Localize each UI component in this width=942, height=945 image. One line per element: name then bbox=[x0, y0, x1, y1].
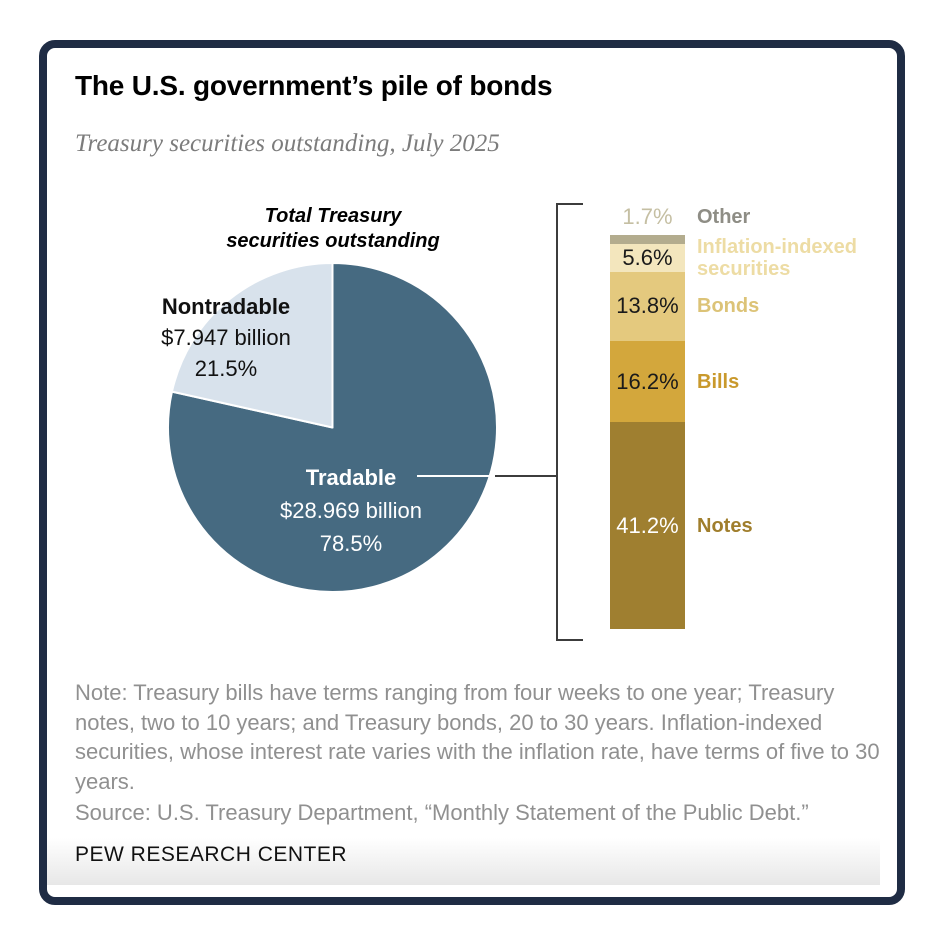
bar-label-other: Other bbox=[697, 205, 751, 228]
bar-segment-inflation-indexed bbox=[610, 243, 685, 272]
pie-heading-line2: securities outstanding bbox=[226, 230, 440, 252]
nontradable-amount: $7.947 billion bbox=[161, 325, 291, 350]
pew-research-center-wordmark: PEW RESEARCH CENTER bbox=[75, 843, 348, 866]
pie-label-tradable: Tradable $28.969 billion 78.5% bbox=[231, 461, 471, 560]
bar-percent-inflation-indexed: 5.6% bbox=[622, 244, 673, 270]
bar-segment-bills bbox=[610, 340, 685, 423]
tradable-amount: $28.969 billion bbox=[280, 498, 422, 523]
bar-bracket-bottom-tick bbox=[556, 639, 583, 641]
bar-label-notes: Notes bbox=[697, 514, 753, 537]
bar-percent-other: 1.7% bbox=[622, 203, 673, 229]
pie-slice-nontradable bbox=[170, 262, 334, 429]
bar-percent-notes: 41.2% bbox=[616, 512, 679, 538]
bar-percent-bills: 16.2% bbox=[616, 368, 679, 394]
pie-heading-line1: Total Treasury bbox=[264, 205, 402, 227]
bar-segment-notes bbox=[610, 422, 685, 629]
chart-card-content: The U.S. government’s pile of bonds Trea… bbox=[47, 48, 897, 897]
pie-label-nontradable: Nontradable $7.947 billion 21.5% bbox=[106, 291, 346, 384]
bar-bracket-top-tick bbox=[556, 203, 583, 205]
bar-label-bonds: Bonds bbox=[697, 295, 760, 318]
tradable-connector-line bbox=[495, 475, 557, 477]
nontradable-percent: 21.5% bbox=[194, 356, 258, 381]
pie-heading: Total Treasury securities outstanding bbox=[183, 204, 483, 254]
tradable-percent: 78.5% bbox=[319, 531, 383, 556]
tradable-label: Tradable bbox=[305, 465, 397, 490]
note-text: Note: Treasury bills have terms ranging … bbox=[75, 680, 880, 794]
pie-chart bbox=[167, 262, 498, 593]
bar-percent-bonds: 13.8% bbox=[616, 293, 679, 319]
page-title: The U.S. government’s pile of bonds bbox=[75, 70, 553, 101]
tradable-connector-line-on-pie bbox=[417, 475, 495, 477]
nontradable-label: Nontradable bbox=[161, 294, 291, 319]
bar-label-inflation-indexed: Inflation-indexed securities bbox=[697, 235, 857, 280]
chart-card: The U.S. government’s pile of bonds Trea… bbox=[39, 40, 905, 905]
stacked-bar bbox=[610, 235, 685, 629]
bar-bracket-vertical bbox=[556, 203, 558, 641]
bottom-fade-gradient bbox=[47, 838, 880, 885]
bar-label-bills: Bills bbox=[697, 370, 740, 393]
bar-segment-other bbox=[610, 235, 685, 244]
chart-subtitle: Treasury securities outstanding, July 20… bbox=[75, 130, 500, 157]
bar-segment-bonds bbox=[610, 271, 685, 341]
source-text: Source: U.S. Treasury Department, “Month… bbox=[75, 800, 809, 825]
